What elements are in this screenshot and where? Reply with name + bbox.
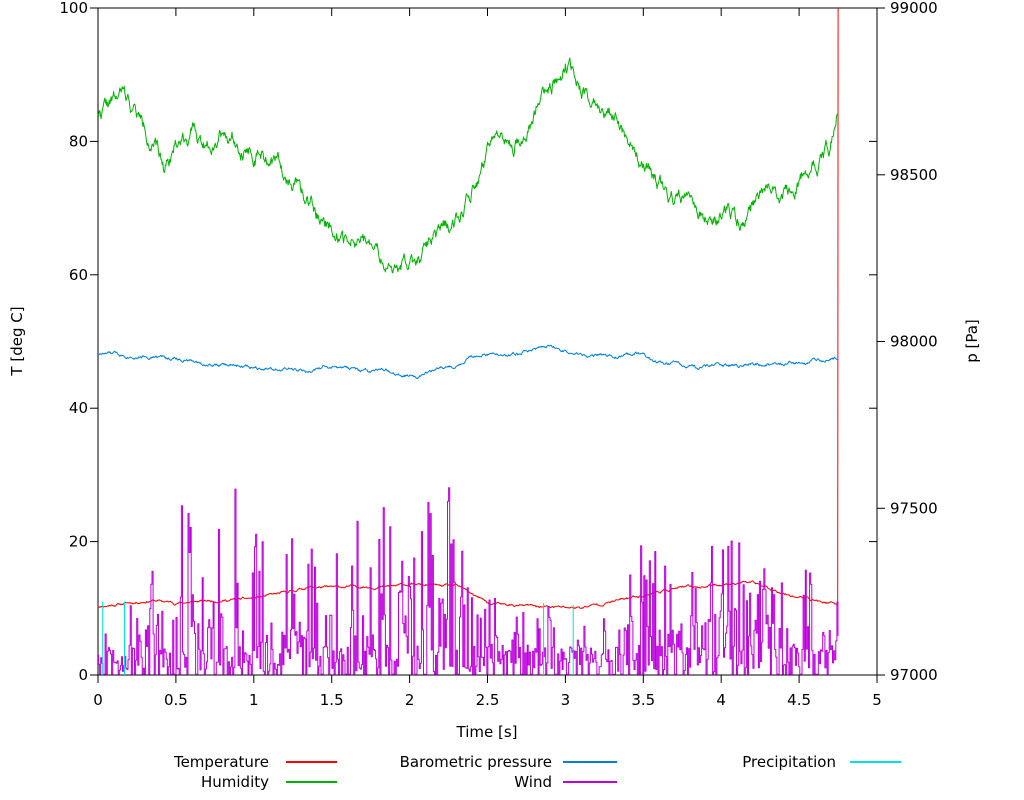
legend-label-temperature: Temperature: [173, 753, 269, 771]
y2-tick-label: 97500: [890, 499, 938, 517]
y-tick-label: 0: [78, 666, 88, 684]
x-tick-label: 4.5: [787, 691, 811, 709]
x-tick-label: 5: [872, 691, 882, 709]
x-axis-title: Time [s]: [456, 723, 518, 741]
precipitation-series: [102, 601, 574, 675]
data-series: [97, 7, 839, 675]
x-tick-label: 2: [405, 691, 415, 709]
legend-label-barometric-pressure: Barometric pressure: [400, 753, 552, 771]
barometric-pressure-series: [97, 344, 838, 380]
legend-label-wind: Wind: [514, 773, 552, 791]
legend-label-precipitation: Precipitation: [742, 753, 836, 771]
y-tick-label: 20: [69, 533, 88, 551]
y2-tick-label: 98000: [890, 333, 938, 351]
x-tick-label: 1.5: [320, 691, 344, 709]
x-tick-label: 0: [93, 691, 103, 709]
x-tick-label: 4: [716, 691, 726, 709]
y2-axis-title: p [Pa]: [963, 319, 981, 363]
x-tick-label: 1: [249, 691, 259, 709]
axis-ticks: 0 0.5 1 1.5 2 2.5 3 3.5 4 4.5 5 0 20 40 60 80 100 97000 97…: [59, 0, 937, 709]
y-axis-title: T [deg C]: [8, 306, 26, 376]
humidity-series: [97, 57, 839, 274]
wind-series: [98, 487, 839, 675]
x-tick-label: 3: [561, 691, 571, 709]
x-tick-label: 0.5: [164, 691, 188, 709]
y2-tick-label: 98500: [890, 166, 938, 184]
y-tick-label: 80: [69, 132, 88, 150]
x-tick-label: 2.5: [476, 691, 500, 709]
y-tick-label: 60: [69, 266, 88, 284]
legend-label-humidity: Humidity: [201, 773, 269, 791]
plot-border: [97, 7, 878, 676]
y-tick-label: 40: [69, 399, 88, 417]
x-tick-label: 3.5: [631, 691, 655, 709]
plot-frame: [97, 7, 878, 676]
y2-tick-label: 97000: [890, 666, 938, 684]
chart-legend: Temperature Humidity Barometric pressure Wi…: [173, 753, 901, 791]
y2-tick-label: 99000: [890, 0, 938, 17]
y-tick-label: 100: [59, 0, 88, 17]
temperature-series: [97, 7, 839, 609]
